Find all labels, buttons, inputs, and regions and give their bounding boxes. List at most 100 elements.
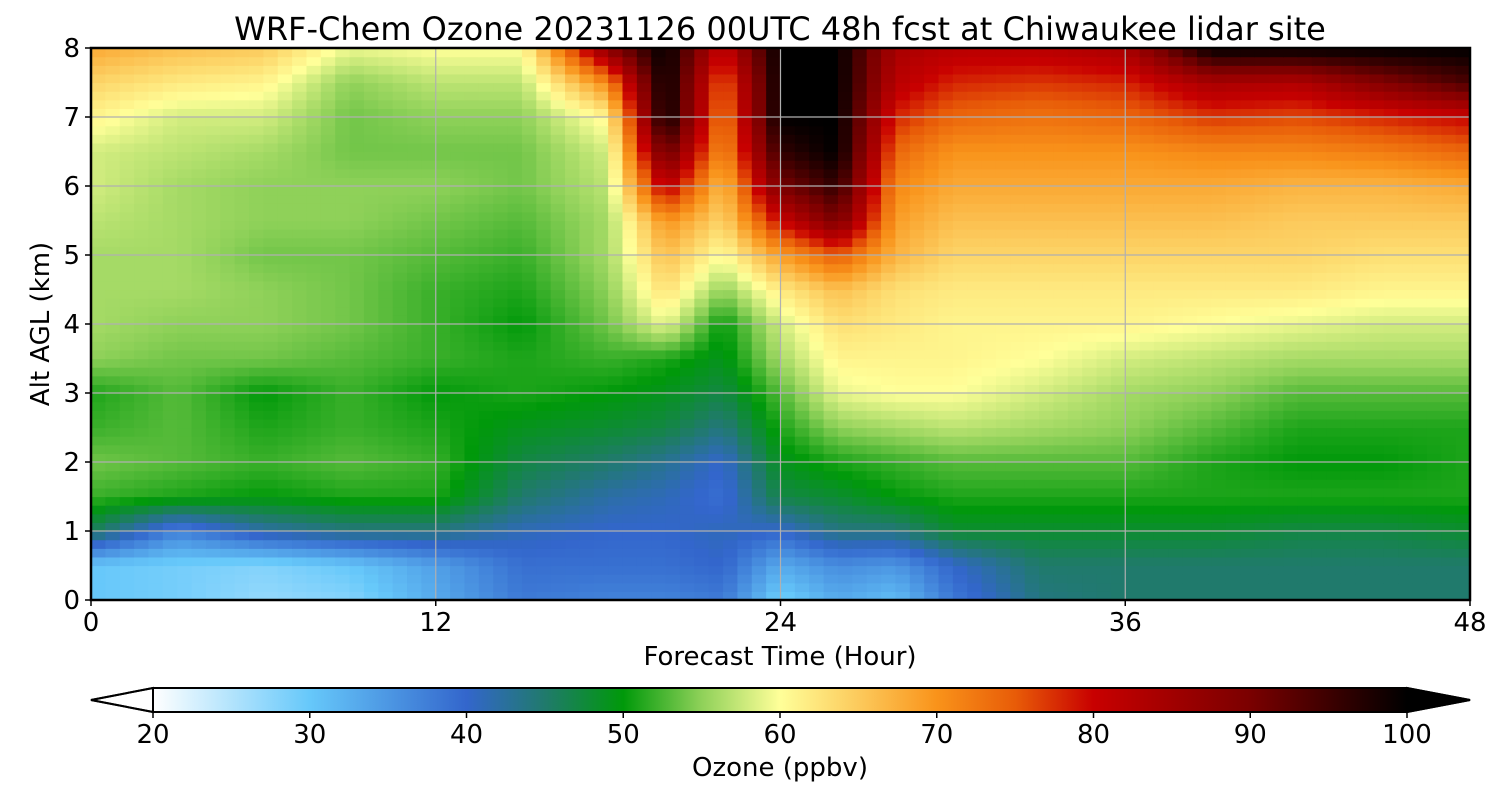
heatmap-cell: [335, 582, 351, 592]
heatmap-cell: [881, 375, 897, 385]
heatmap-cell: [435, 246, 451, 256]
heatmap-cell: [737, 229, 753, 239]
heatmap-cell: [809, 168, 825, 178]
heatmap-cell: [378, 280, 394, 291]
heatmap-cell: [550, 367, 566, 377]
heatmap-cell: [708, 487, 724, 498]
heatmap-cell: [679, 548, 695, 558]
heatmap-cell: [1455, 582, 1470, 592]
heatmap-cell: [766, 531, 782, 541]
heatmap-cell: [1182, 556, 1198, 567]
heatmap-cell: [1182, 565, 1198, 575]
heatmap-cell: [837, 496, 853, 506]
heatmap-cell: [335, 565, 351, 575]
heatmap-cell: [1139, 410, 1155, 420]
heatmap-cell: [435, 229, 451, 239]
heatmap-cell: [1383, 574, 1399, 584]
heatmap-cell: [1412, 168, 1428, 178]
heatmap-cell: [909, 496, 925, 506]
heatmap-cell: [708, 289, 724, 299]
heatmap-cell: [995, 565, 1011, 575]
heatmap-cell: [450, 341, 466, 351]
heatmap-cell: [866, 263, 882, 273]
heatmap-cell: [1268, 522, 1284, 532]
heatmap-cell: [1010, 255, 1026, 265]
heatmap-cell: [191, 375, 207, 385]
heatmap-cell: [636, 453, 652, 463]
heatmap-cell: [148, 418, 164, 429]
heatmap-cell: [162, 203, 178, 213]
heatmap-cell: [837, 272, 853, 282]
heatmap-cell: [550, 582, 566, 592]
heatmap-cell: [1355, 237, 1371, 247]
heatmap-cell: [249, 427, 264, 437]
heatmap-cell: [809, 341, 825, 351]
heatmap-cell: [881, 539, 897, 549]
heatmap-cell: [967, 315, 983, 325]
heatmap-cell: [1182, 470, 1198, 480]
heatmap-cell: [1139, 427, 1155, 437]
heatmap-cell: [1024, 341, 1040, 351]
heatmap-cell: [1441, 194, 1457, 204]
heatmap-cell: [852, 444, 868, 454]
heatmap-cell: [392, 505, 408, 515]
heatmap-cell: [665, 289, 681, 299]
heatmap-cell: [1168, 522, 1184, 532]
heatmap-cell: [909, 246, 925, 256]
heatmap-cell: [148, 505, 164, 515]
heatmap-cell: [1254, 513, 1270, 523]
heatmap-cell: [1039, 289, 1055, 299]
heatmap-cell: [220, 539, 236, 549]
heatmap-cell: [809, 177, 825, 187]
heatmap-cell: [105, 349, 121, 360]
heatmap-cell: [852, 427, 868, 437]
heatmap-cell: [134, 177, 150, 187]
heatmap-cell: [1211, 255, 1227, 265]
heatmap-cell: [1383, 505, 1399, 515]
heatmap-cell: [306, 427, 322, 437]
heatmap-cell: [1355, 168, 1371, 178]
heatmap-cell: [622, 401, 638, 411]
heatmap-cell: [493, 591, 509, 600]
heatmap-cell: [507, 522, 523, 532]
heatmap-cell: [349, 574, 365, 584]
heatmap-cell: [1383, 272, 1399, 282]
heatmap-cell: [1153, 332, 1169, 342]
heatmap-cell: [478, 401, 494, 411]
heatmap-cell: [1053, 280, 1069, 291]
heatmap-cell: [952, 186, 968, 196]
heatmap-cell: [521, 574, 537, 584]
heatmap-cell: [1225, 186, 1241, 196]
heatmap-cell: [909, 574, 925, 584]
heatmap-cell: [751, 341, 767, 351]
heatmap-cell: [320, 401, 336, 411]
heatmap-cell: [1369, 462, 1385, 472]
heatmap-cell: [1398, 462, 1414, 472]
heatmap-cell: [1412, 332, 1428, 342]
heatmap-cell: [565, 263, 580, 273]
heatmap-cell: [895, 462, 911, 472]
heatmap-cell: [1067, 470, 1083, 480]
heatmap-cell: [521, 194, 537, 204]
heatmap-cell: [1082, 565, 1098, 575]
heatmap-cell: [205, 548, 221, 558]
heatmap-cell: [1340, 194, 1356, 204]
heatmap-cell: [407, 255, 422, 265]
heatmap-cell: [1383, 229, 1399, 239]
heatmap-cell: [421, 255, 437, 265]
heatmap-cell: [263, 582, 279, 592]
heatmap-cell: [1082, 418, 1098, 429]
heatmap-cell: [924, 444, 940, 454]
heatmap-cell: [306, 548, 322, 558]
heatmap-cell: [981, 548, 997, 558]
heatmap-cell: [665, 591, 681, 600]
heatmap-cell: [1197, 168, 1213, 178]
heatmap-cell: [292, 513, 308, 523]
heatmap-cell: [1311, 151, 1327, 161]
heatmap-cell: [119, 418, 135, 429]
heatmap-cell: [622, 298, 638, 308]
heatmap-cell: [938, 280, 954, 291]
heatmap-cell: [895, 367, 911, 377]
heatmap-cell: [320, 462, 336, 472]
heatmap-cell: [249, 186, 264, 196]
